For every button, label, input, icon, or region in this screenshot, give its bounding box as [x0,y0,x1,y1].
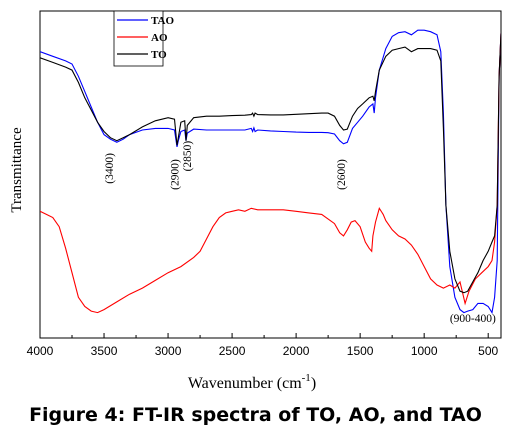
series-line-ao [40,33,501,314]
x-axis-label-superscript: -1 [302,372,311,384]
peak-label: (900-400) [450,313,496,325]
peak-annotations: (3400) (2900)(2850) (2600) (900-400) [104,141,496,325]
series-line-tao [40,29,501,315]
x-axis-ticks: 4000 3500 3000 2500 2000 1500 1000 500 [27,333,499,358]
x-axis-label-close: ) [311,375,316,392]
x-axis-label: Wavenumber (cm-1) [188,372,316,392]
x-tick-label: 1500 [347,344,374,358]
x-tick-label: 1000 [411,344,438,358]
x-tick-label: 3500 [91,344,118,358]
peak-label: (2850) [182,141,194,172]
x-tick-label: 2500 [219,344,246,358]
x-axis-label-text: Wavenumber (cm [188,375,302,392]
legend-label-ao: AO [151,32,168,44]
legend-label-to: TO [151,49,167,61]
series-layer [40,29,501,315]
figure-caption: Figure 4: FT-IR spectra of TO, AO, and T… [29,404,482,426]
x-tick-label: 3000 [155,344,182,358]
y-axis-label: Transmittance [9,127,25,213]
x-tick-label: 2000 [283,344,310,358]
peak-label: (2900) [169,159,181,190]
x-tick-label: 4000 [27,344,54,358]
peak-label: (3400) [104,153,116,184]
peak-label: (2600) [336,159,348,190]
series-line-to [40,33,501,294]
legend: TAO AO TO [113,10,174,67]
legend-label-tao: TAO [151,15,174,27]
x-tick-label: 500 [478,344,498,358]
